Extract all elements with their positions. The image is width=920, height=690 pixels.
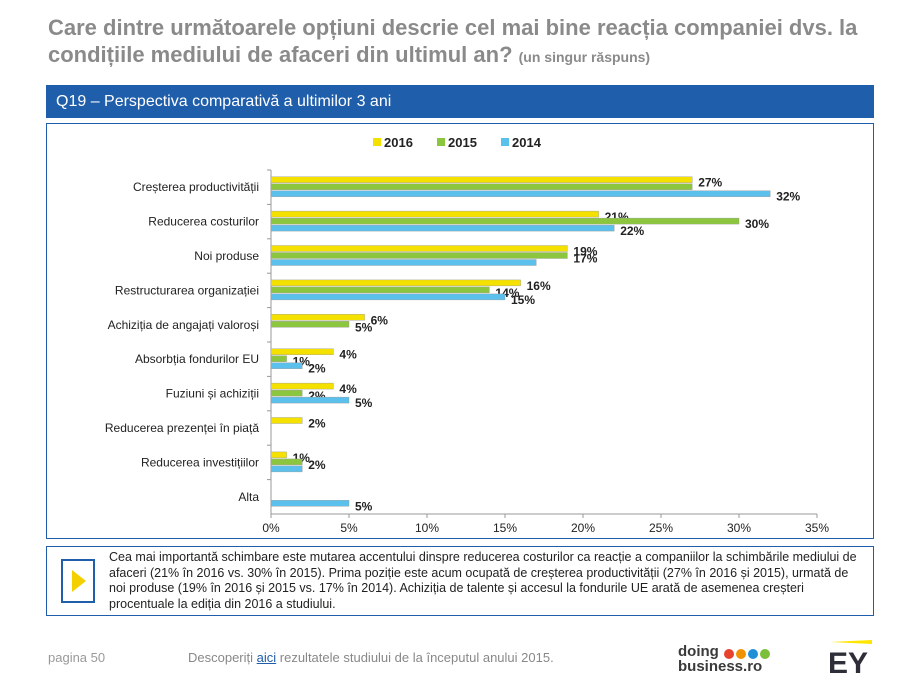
category-label: Absorbția fondurilor EU [135, 352, 259, 366]
bar-2016 [270, 417, 303, 424]
x-tick-label: 30% [727, 521, 751, 535]
bar-2016 [270, 279, 521, 287]
page-title-text: Care dintre următoarele opțiuni descrie … [48, 15, 858, 67]
bar-2014 [270, 259, 537, 266]
note-text: Cea mai importantă schimbare este mutare… [109, 550, 857, 611]
logo-dot-blue [748, 649, 758, 659]
logo-dot-red [724, 649, 734, 659]
footer-text-after: rezultatele studiului de la începutul an… [276, 650, 554, 665]
footer-text-before: Descoperiți [188, 650, 257, 665]
ey-logo: EY [828, 640, 872, 676]
page-title: Care dintre următoarele opțiuni descrie … [48, 14, 888, 71]
bar-2016 [270, 176, 693, 183]
doingbusiness-logo: doing business.ro [678, 644, 788, 680]
footer-text: Descoperiți aici rezultatele studiului d… [188, 650, 554, 665]
data-label-2016: 4% [339, 348, 357, 362]
logo-line2: business.ro [678, 658, 763, 675]
bar-2015 [270, 217, 740, 225]
section-header: Q19 – Perspectiva comparativă a ultimilo… [46, 85, 874, 118]
x-tick-label: 0% [262, 521, 280, 535]
category-label: Achiziția de angajați valoroși [108, 318, 259, 332]
bar-2016 [270, 210, 599, 218]
page-number: pagina 50 [48, 650, 106, 665]
bar-2015 [270, 321, 350, 328]
data-label-2016: 19% [573, 245, 597, 259]
x-tick-label: 25% [649, 521, 673, 535]
bar-2014 [270, 224, 615, 232]
category-label: Noi produse [194, 249, 259, 263]
x-tick-label: 20% [571, 521, 595, 535]
x-tick-label: 35% [805, 521, 829, 535]
data-label-2015: 5% [355, 320, 373, 334]
x-tick-label: 5% [340, 521, 358, 535]
logo-line1: doing [678, 643, 719, 660]
category-label: Reducerea prezenței în piață [105, 421, 259, 435]
bar-chart: 0% 5% 10% 15% 20% 25% 30% 35% 2016 2015 2014 Crește… [105, 135, 829, 535]
legend-label-2014: 2014 [512, 135, 542, 150]
data-label-2015: 2% [308, 458, 326, 472]
data-label-2014: 5% [355, 396, 373, 410]
legend-swatch-2014 [501, 138, 509, 146]
bar-2014 [270, 190, 771, 197]
play-triangle-icon [61, 559, 95, 603]
data-label-2014: 15% [511, 293, 535, 307]
bar-2015 [270, 286, 490, 294]
legend-label-2015: 2015 [448, 135, 477, 150]
bar-2015 [270, 355, 287, 362]
category-label: Restructurarea organizației [115, 283, 259, 297]
data-label-2016: 4% [339, 382, 357, 396]
category-label: Reducerea investițiilor [141, 455, 259, 469]
footer-link[interactable]: aici [256, 650, 277, 665]
note-box: Cea mai importantă schimbare este mutare… [46, 546, 874, 616]
data-label-2014: 2% [308, 362, 326, 376]
bar-2014 [270, 396, 350, 404]
data-label-2014: 22% [620, 224, 644, 238]
data-label-2015: 17% [573, 252, 597, 266]
ey-logo-beam [830, 640, 872, 644]
category-label: Creșterea productivității [133, 180, 259, 194]
ey-logo-text: EY [828, 647, 868, 676]
bar-2016 [270, 382, 334, 390]
bar-2016 [270, 314, 365, 321]
legend-swatch-2016 [373, 138, 381, 146]
bar-2015 [270, 183, 693, 190]
chart-container: 0% 5% 10% 15% 20% 25% 30% 35% 2016 2015 2014 Crește… [46, 123, 874, 539]
legend-label-2016: 2016 [384, 135, 413, 150]
category-label: Fuziuni și achiziții [166, 387, 259, 401]
bar-2014 [270, 362, 303, 369]
data-label-2015: 30% [745, 217, 769, 231]
legend-swatch-2015 [437, 138, 445, 146]
page-subtitle: (un singur răspuns) [518, 49, 651, 65]
logo-dot-orange [736, 649, 746, 659]
logo-dots [724, 647, 772, 662]
data-label-2016: 6% [371, 313, 389, 327]
bar-2015 [270, 252, 568, 259]
data-label-2016: 16% [527, 279, 551, 293]
bar-2014 [270, 465, 303, 473]
bar-2014 [270, 500, 350, 507]
bar-2015 [270, 458, 303, 466]
logo-dot-green [760, 649, 770, 659]
data-label-2016: 27% [698, 176, 722, 190]
category-label: Reducerea costurilor [148, 215, 259, 229]
bar-2015 [270, 389, 303, 397]
data-label-2014: 5% [355, 499, 373, 513]
x-tick-label: 15% [493, 521, 517, 535]
data-label-2016: 2% [308, 417, 326, 431]
bar-2016 [270, 451, 287, 459]
bar-2016 [270, 245, 568, 252]
data-label-2014: 32% [776, 190, 800, 204]
bar-2016 [270, 348, 334, 355]
category-label: Alta [238, 490, 259, 504]
x-tick-label: 10% [415, 521, 439, 535]
bar-2014 [270, 293, 506, 301]
